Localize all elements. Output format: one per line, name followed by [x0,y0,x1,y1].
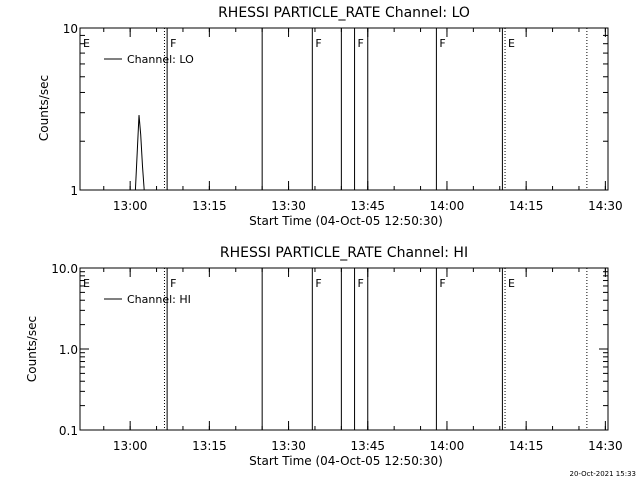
x-tick-label: 13:45 [350,199,385,213]
flag-label: E [508,277,515,290]
y-tick-label: 1.0 [59,343,78,357]
chart-title: RHESSI PARTICLE_RATE Channel: HI [220,245,468,261]
flag-label: F [358,37,364,50]
x-tick-label: 13:00 [113,439,148,453]
x-tick-label: 13:00 [113,199,148,213]
x-tick-label: 14:15 [509,439,544,453]
footer-timestamp: 20-Oct-2021 15:33 [570,470,636,478]
flag-label: F [170,37,176,50]
y-tick-label: 10 [63,22,78,36]
x-axis-label: Start Time (04-Oct-05 12:50:30) [249,454,443,468]
legend-label: Channel: HI [127,293,191,306]
x-tick-label: 14:30 [588,199,623,213]
flag-label: F [170,277,176,290]
chart-title: RHESSI PARTICLE_RATE Channel: LO [218,5,470,21]
x-tick-label: 14:15 [509,199,544,213]
x-tick-label: 13:30 [271,199,306,213]
x-tick-label: 13:15 [192,439,227,453]
x-axis-label: Start Time (04-Oct-05 12:50:30) [249,214,443,228]
x-tick-label: 14:30 [588,439,623,453]
y-axis-label: Counts/sec [25,316,39,382]
x-tick-label: 13:30 [271,439,306,453]
chart-panel-2: RHESSI PARTICLE_RATE Channel: HI Counts/s… [25,245,623,468]
y-tick-label: 10.0 [51,262,78,276]
series-line [134,115,145,191]
flag-label: F [358,277,364,290]
flag-label: F [315,277,321,290]
y-axis-label: Counts/sec [37,75,51,141]
x-tick-label: 13:15 [192,199,227,213]
chart-panel-1: RHESSI PARTICLE_RATE Channel: LO Counts/s… [37,5,623,228]
legend-label: Channel: LO [127,53,194,66]
x-tick-label: 14:00 [430,199,465,213]
flag-label: E [508,37,515,50]
flag-label: F [315,37,321,50]
x-tick-label: 14:00 [430,439,465,453]
y-tick-label: 1 [70,184,78,198]
flag-label: E [83,277,90,290]
flag-label: F [439,37,445,50]
x-tick-label: 13:45 [350,439,385,453]
y-tick-label: 0.1 [59,424,78,438]
flag-label: E [83,37,90,50]
flag-label: F [439,277,445,290]
